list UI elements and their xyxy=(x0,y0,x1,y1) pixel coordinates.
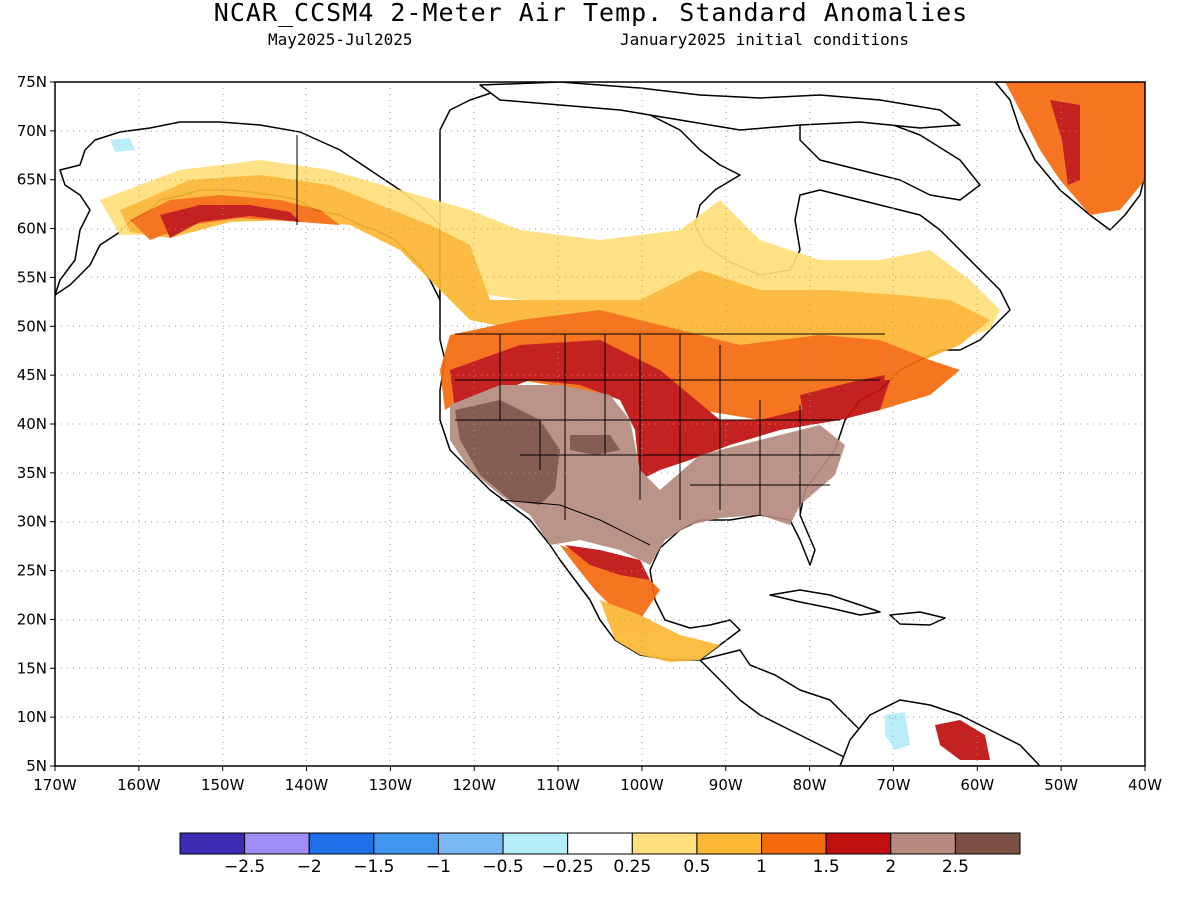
colorbar-label: −1 xyxy=(426,857,451,877)
map-title: NCAR_CCSM4 2-Meter Air Temp. Standard An… xyxy=(213,0,969,27)
lat-tick-label: 60N xyxy=(17,220,47,238)
map-area xyxy=(55,82,1145,766)
colorbar-label: −0.5 xyxy=(482,857,523,877)
colorbar-swatch xyxy=(761,832,827,855)
lon-tick-label: 170W xyxy=(33,776,77,794)
colorbar-label: 2 xyxy=(885,857,896,877)
lon-tick-label: 160W xyxy=(117,776,161,794)
colorbar-label: 0.25 xyxy=(613,857,651,877)
lon-tick-label: 90W xyxy=(709,776,743,794)
political-borders xyxy=(296,135,885,546)
lon-tick-label: 50W xyxy=(1044,776,1078,794)
colorbar-swatch xyxy=(179,832,246,855)
colorbar-swatch xyxy=(437,832,504,855)
lat-tick-label: 15N xyxy=(17,659,47,677)
colorbar-label: −0.25 xyxy=(542,857,594,877)
lat-tick-label: 20N xyxy=(17,610,47,628)
lat-tick-label: 55N xyxy=(17,268,47,286)
lat-tick-label: 5N xyxy=(26,757,47,775)
cuba xyxy=(769,589,881,616)
longitude-axis: 170W 160W 150W 140W 130W 120W 110W 100W 90W 80W 70… xyxy=(33,766,1162,794)
lat-tick-label: 75N xyxy=(17,73,47,91)
colorbar-swatch xyxy=(696,832,763,855)
colorbar-swatch xyxy=(308,832,375,855)
lon-tick-label: 70W xyxy=(877,776,911,794)
colorbar-swatch xyxy=(825,832,892,855)
lon-tick-label: 110W xyxy=(536,776,580,794)
initial-conditions: January2025 initial conditions xyxy=(620,30,909,49)
lon-tick-label: 60W xyxy=(960,776,994,794)
lon-tick-label: 40W xyxy=(1128,776,1162,794)
colorbar-label: 1 xyxy=(756,857,767,877)
colorbar-label: −2.5 xyxy=(224,857,265,877)
colorbar-label: 1.5 xyxy=(813,857,840,877)
lat-tick-label: 65N xyxy=(17,171,47,189)
lat-tick-label: 50N xyxy=(17,317,47,335)
colorbar-swatch xyxy=(244,832,310,855)
colorbar-swatch xyxy=(502,832,569,855)
colorbar-swatch xyxy=(373,832,439,855)
lon-tick-label: 140W xyxy=(285,776,329,794)
lat-tick-label: 35N xyxy=(17,464,47,482)
lat-tick-label: 10N xyxy=(17,708,47,726)
lon-tick-label: 130W xyxy=(369,776,413,794)
lat-tick-label: 30N xyxy=(17,513,47,531)
latitude-axis: 75N 70N 65N 60N 55N 50N 45N 40N 35N 30N 25N 20N 15N 1… xyxy=(17,73,55,775)
lon-tick-label: 100W xyxy=(620,776,664,794)
lat-tick-label: 25N xyxy=(17,562,47,580)
graticule xyxy=(55,82,1145,766)
colorbar-swatch xyxy=(954,832,1021,855)
colorbar-label: −1.5 xyxy=(353,857,394,877)
colorbar-swatch xyxy=(890,832,956,855)
colorbar-swatch xyxy=(631,832,698,855)
colorbar-label: −2 xyxy=(297,857,322,877)
colorbar-label: 2.5 xyxy=(942,857,969,877)
lon-tick-label: 120W xyxy=(452,776,496,794)
hispaniola xyxy=(889,611,946,626)
forecast-period: May2025-Jul2025 xyxy=(268,30,413,49)
arctic-islands xyxy=(479,82,961,131)
lon-tick-label: 80W xyxy=(793,776,827,794)
lon-tick-label: 150W xyxy=(201,776,245,794)
lat-tick-label: 45N xyxy=(17,366,47,384)
colorbar-label: 0.5 xyxy=(683,857,710,877)
colorbar-swatch xyxy=(567,832,633,855)
lat-tick-label: 40N xyxy=(17,415,47,433)
colorbar: −2.5 −2 −1.5 −1 −0.5 −0.25 0.25 0.5 1 1.5 2 2.5 xyxy=(179,832,1021,877)
lat-tick-label: 70N xyxy=(17,122,47,140)
